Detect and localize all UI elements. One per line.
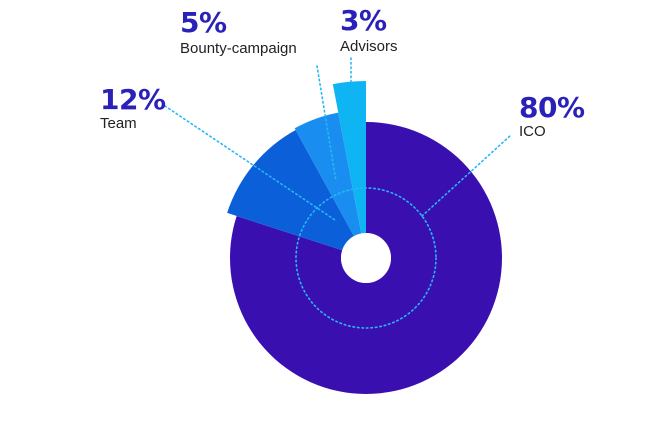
team-label: Team [100, 115, 137, 132]
bounty-campaign-label: Bounty-campaign [180, 40, 297, 57]
advisors-percent: 3% [340, 4, 387, 37]
team-percent: 12% [100, 83, 166, 116]
bounty-campaign-percent: 5% [180, 6, 227, 39]
leader-team [164, 105, 336, 221]
dotted-inner-ring [295, 187, 437, 329]
leader-bounty [316, 65, 337, 182]
center-hole [341, 233, 391, 283]
slice-ico [230, 122, 502, 394]
ico-percent: 80% [519, 91, 585, 124]
advisors-label: Advisors [340, 38, 398, 55]
slice-team [227, 130, 354, 251]
slice-bounty-campaign [294, 112, 362, 237]
slice-advisors [332, 81, 366, 234]
leader-ico [421, 134, 512, 217]
ico-label: ICO [519, 123, 546, 140]
